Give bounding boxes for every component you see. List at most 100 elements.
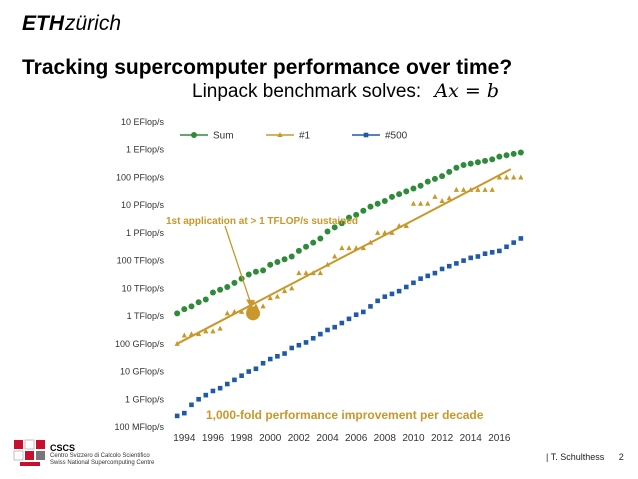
slide-title: Tracking supercomputer performance over … <box>22 56 513 79</box>
legend-label: Sum <box>213 131 234 142</box>
x-tick-label: 2014 <box>460 433 483 444</box>
data-point <box>497 248 502 254</box>
data-point <box>454 261 459 266</box>
data-point <box>410 185 417 192</box>
legend-marker <box>277 132 283 137</box>
annotation-improvement: 1,000-fold performance improvement per d… <box>206 408 484 422</box>
data-point <box>339 245 345 251</box>
data-point <box>460 186 467 192</box>
data-point <box>396 288 402 294</box>
data-point <box>518 174 524 180</box>
data-point <box>245 271 252 278</box>
data-point <box>482 251 488 257</box>
data-point <box>375 298 380 304</box>
data-point <box>511 174 517 180</box>
data-point <box>331 224 338 231</box>
data-point <box>346 214 352 221</box>
x-tick-label: 2016 <box>488 433 511 444</box>
footer-separator: | <box>546 452 549 462</box>
legend-marker <box>363 132 369 138</box>
data-point <box>418 200 424 206</box>
page-number: 2 <box>618 452 624 462</box>
data-point <box>310 239 317 246</box>
data-point <box>281 256 288 263</box>
data-point <box>332 253 338 259</box>
data-point <box>425 200 431 206</box>
data-point <box>503 174 510 180</box>
y-tick-label: 10 EFlop/s <box>121 117 165 127</box>
x-tick-label: 2010 <box>402 433 425 444</box>
data-point <box>475 254 481 259</box>
slide-subtitle: Linpack benchmark solves: Ax = b <box>192 80 499 103</box>
data-point <box>289 285 295 291</box>
data-point <box>482 157 489 164</box>
data-point <box>439 266 445 272</box>
cscs-name: CSCS <box>50 443 76 453</box>
data-point <box>388 193 395 200</box>
legend-label: #1 <box>299 131 311 142</box>
data-point <box>517 149 524 156</box>
data-point <box>503 152 510 159</box>
data-point <box>403 284 409 290</box>
footer-author: T. Schulthess <box>550 452 605 462</box>
data-point <box>467 160 474 167</box>
data-point <box>361 309 366 315</box>
chart-axes: 100 MFlop/s 1 GFlop/s 10 GFlop/s 100 GFlop/… <box>114 117 510 444</box>
annotation-first-teraflop: 1st application at > 1 TFLOP/s sustained <box>166 216 358 227</box>
data-point <box>174 413 180 419</box>
data-point <box>196 396 201 402</box>
y-tick-label: 1 PFlop/s <box>126 228 165 238</box>
data-point <box>474 159 481 166</box>
data-point <box>267 261 274 268</box>
legend-label: #500 <box>385 131 408 142</box>
data-point <box>324 228 331 235</box>
data-point <box>381 198 388 205</box>
trendline <box>176 168 512 345</box>
cscs-text: CSCS Centro Svizzero di Calcolo Scientif… <box>50 443 154 467</box>
footer-right: | T. Schulthess 2 <box>546 452 624 462</box>
series-triangle <box>174 174 524 346</box>
data-point <box>439 173 446 180</box>
data-point <box>203 328 209 334</box>
data-point <box>367 239 374 245</box>
data-point <box>431 175 438 182</box>
annotation-big-marker <box>246 306 261 321</box>
data-point <box>210 388 216 394</box>
data-point <box>389 229 395 235</box>
data-point <box>439 198 445 204</box>
data-point <box>267 356 273 362</box>
data-point <box>518 236 524 241</box>
annotation-arrow <box>224 225 252 305</box>
data-point <box>475 186 481 192</box>
data-point <box>489 250 495 255</box>
data-point <box>317 235 324 242</box>
data-point <box>418 276 423 281</box>
x-tick-label: 2012 <box>431 433 454 444</box>
data-point <box>382 229 388 235</box>
data-point <box>353 312 359 318</box>
data-point <box>260 360 266 366</box>
x-tick-label: 1996 <box>202 433 225 444</box>
x-tick-label: 2004 <box>316 433 339 444</box>
data-point <box>260 267 267 274</box>
data-point <box>446 263 452 269</box>
data-point <box>489 156 496 163</box>
cscs-line1: Centro Svizzero di Calcolo Scientifico <box>50 453 150 459</box>
data-point <box>224 381 230 387</box>
data-point <box>246 369 252 374</box>
y-tick-label: 10 GFlop/s <box>120 367 165 377</box>
data-point <box>310 335 316 341</box>
data-point <box>489 186 495 192</box>
data-point <box>274 293 280 299</box>
data-point <box>468 186 474 192</box>
data-point <box>253 366 259 372</box>
data-point <box>209 289 216 296</box>
data-point <box>317 270 323 276</box>
chart-marks <box>174 149 524 419</box>
x-tick-label: 2006 <box>345 433 368 444</box>
data-point <box>446 195 452 201</box>
data-point <box>188 331 195 337</box>
chart-annotations: 1st application at > 1 TFLOP/s sustained… <box>166 216 484 422</box>
eth-zurich-logo: ETHzürich <box>22 12 121 36</box>
data-point <box>281 288 288 294</box>
